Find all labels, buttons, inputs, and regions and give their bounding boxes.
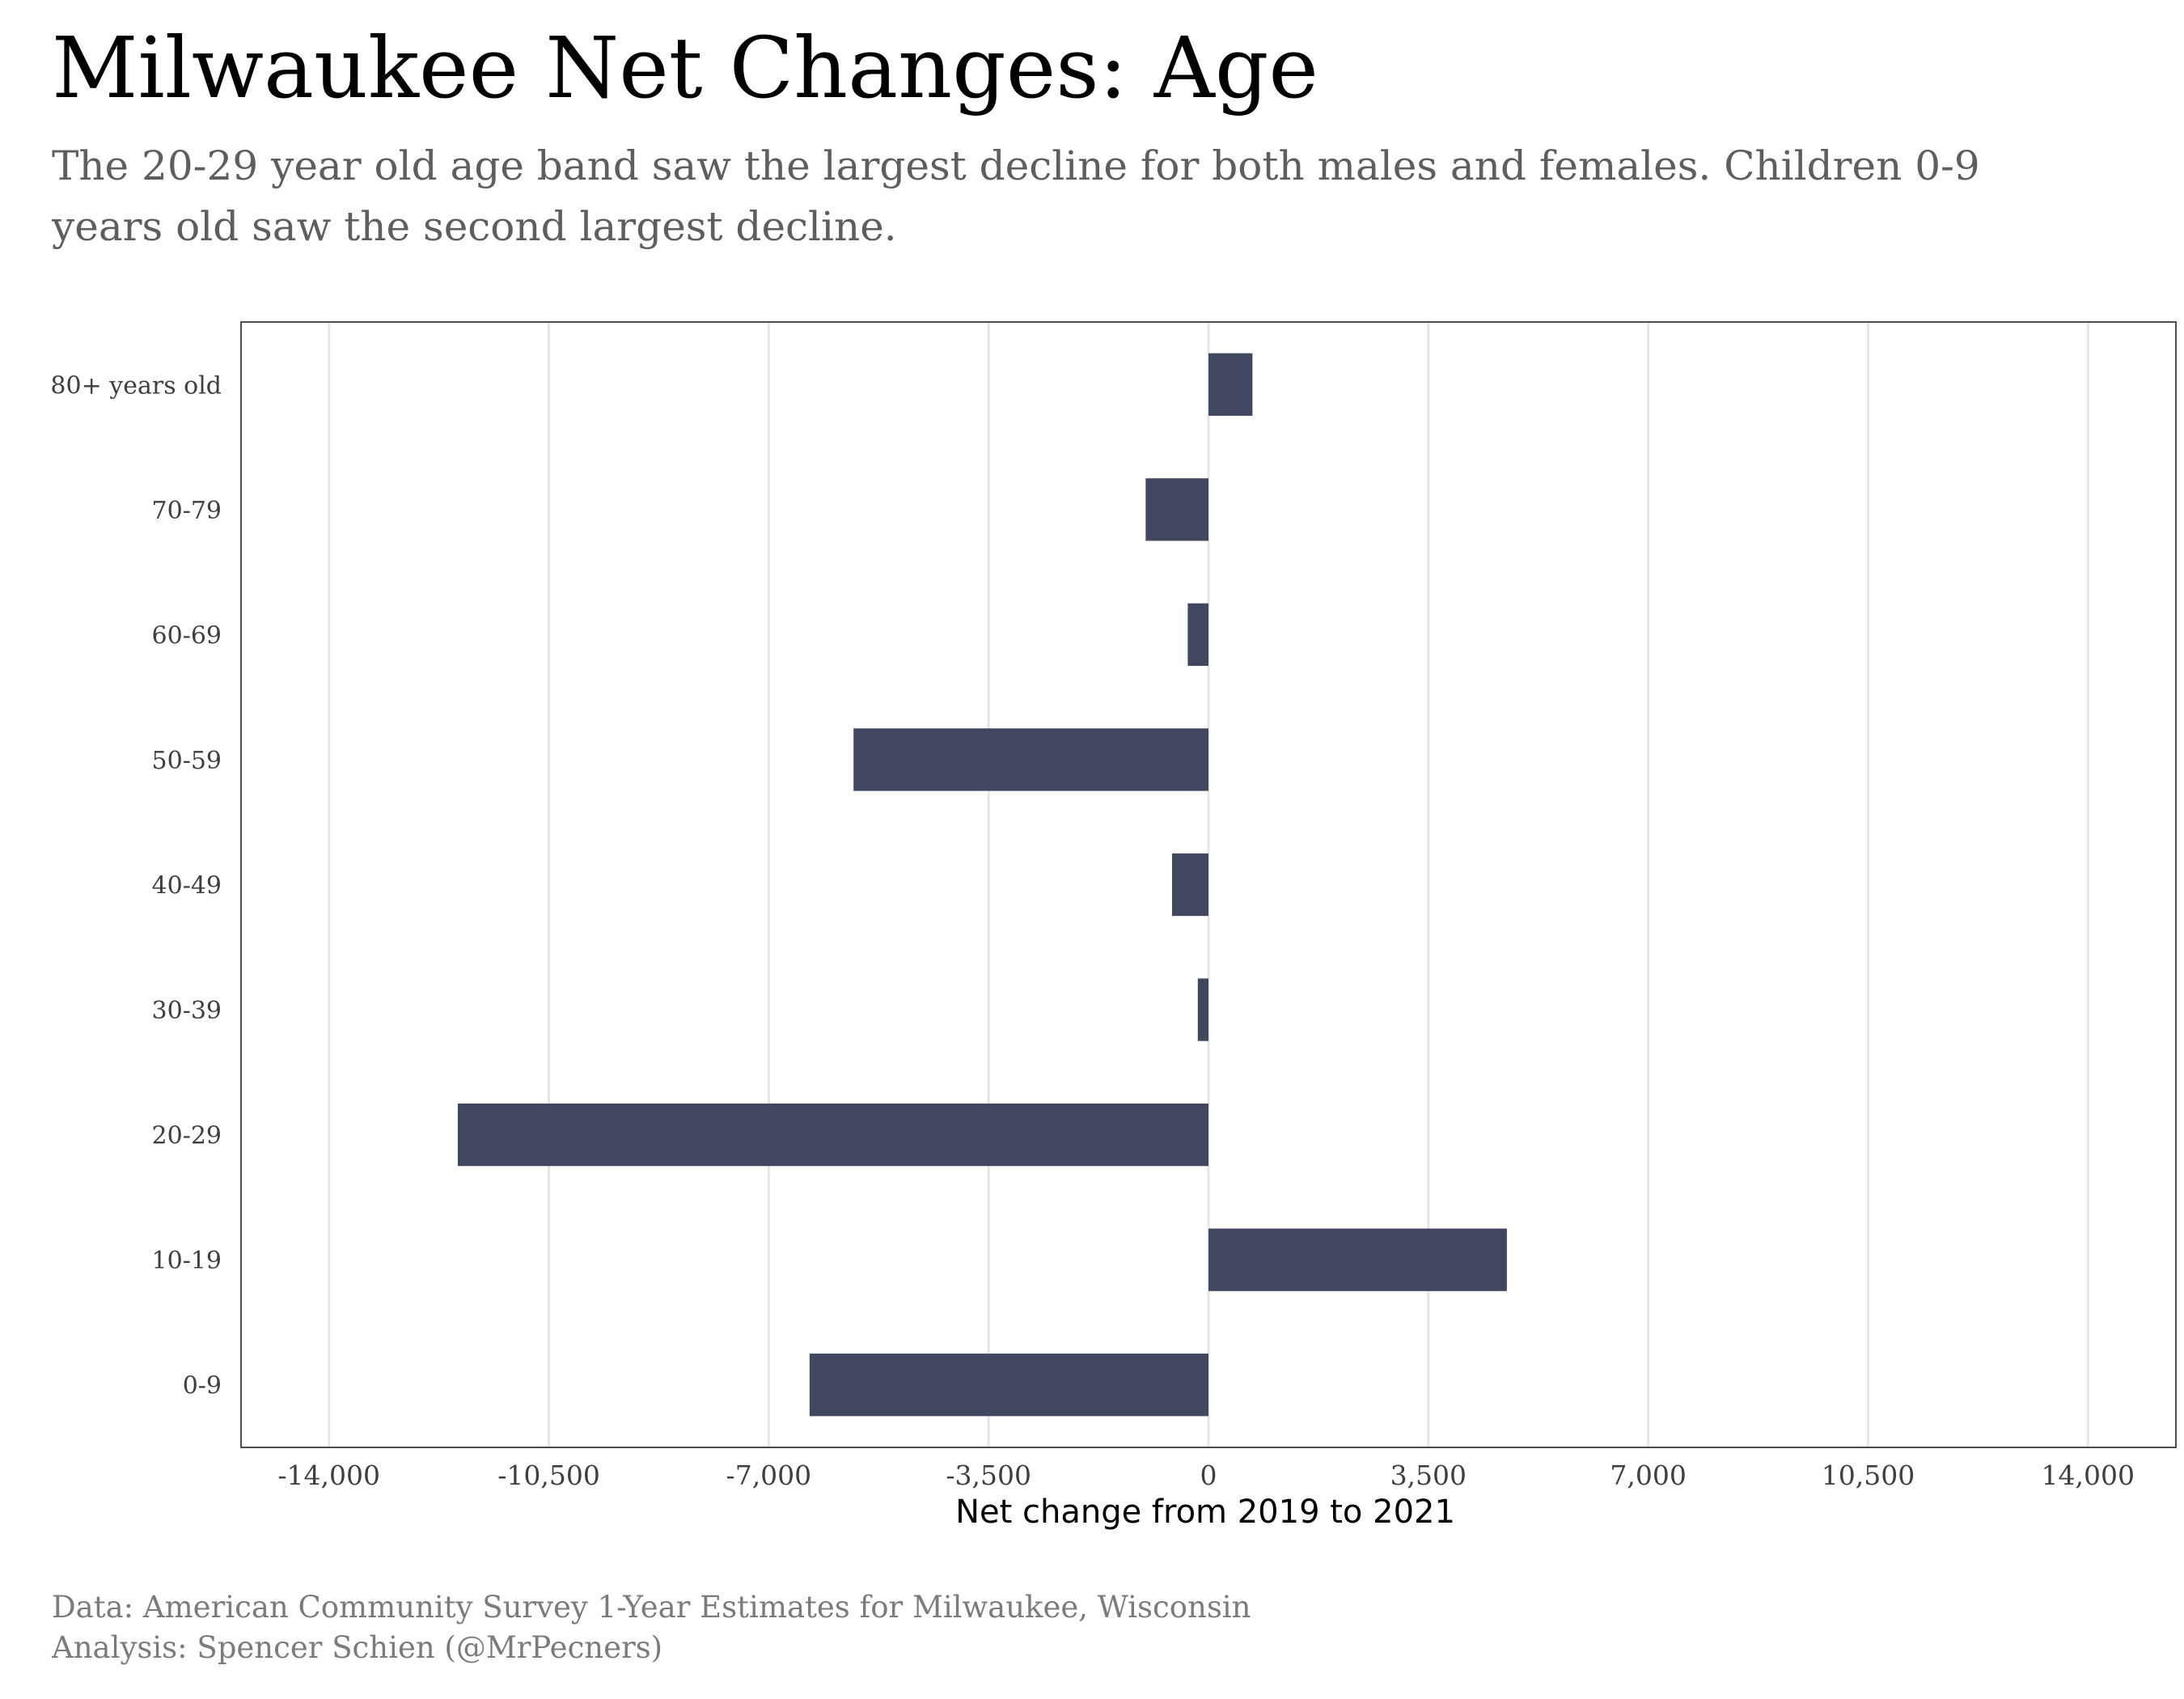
bar	[853, 728, 1208, 791]
bar	[1187, 603, 1208, 667]
bar	[1145, 478, 1208, 541]
y-category-label: 30-39	[152, 997, 222, 1025]
panel-border	[240, 321, 2177, 1448]
chart-title: Milwaukee Net Changes: Age	[52, 19, 1318, 117]
caption-analysis-credit: Analysis: Spencer Schien (@MrPecners)	[52, 1630, 663, 1665]
bar	[809, 1354, 1208, 1417]
bar	[1208, 1228, 1507, 1291]
x-tick-label: 7,000	[1610, 1460, 1686, 1491]
x-tick-label: 0	[1200, 1460, 1217, 1491]
y-category-label: 0-9	[183, 1372, 222, 1400]
y-category-label: 50-59	[152, 747, 222, 775]
x-tick-label: 10,500	[1822, 1460, 1915, 1491]
caption-data-source: Data: American Community Survey 1-Year E…	[52, 1590, 1251, 1625]
bar	[1171, 853, 1208, 917]
y-category-label: 70-79	[152, 497, 222, 525]
bar	[1208, 353, 1253, 416]
bars	[457, 353, 1507, 1417]
y-category-label: 80+ years old	[50, 371, 222, 400]
x-tick-label: -7,000	[726, 1460, 812, 1491]
x-tick-label: -3,500	[946, 1460, 1031, 1491]
x-axis-title: Net change from 2019 to 2021	[955, 1494, 1455, 1531]
x-tick-label: 14,000	[2042, 1460, 2135, 1491]
y-axis-labels: 80+ years old 70-79 60-69 50-59 40-49 30-39 20…	[50, 371, 222, 1400]
x-tick-label: 3,500	[1390, 1460, 1467, 1491]
x-tick-label: -14,000	[277, 1460, 380, 1491]
chart-subtitle: The 20-29 year old age band saw the larg…	[52, 142, 1980, 250]
bar	[457, 1103, 1208, 1167]
y-category-label: 40-49	[152, 872, 222, 900]
y-category-label: 10-19	[152, 1247, 222, 1275]
x-tick-label: -10,500	[497, 1460, 600, 1491]
y-category-label: 20-29	[152, 1122, 222, 1150]
x-axis-labels: -14,000 -10,500 -7,000 -3,500 0 3,500 7,000 10,…	[277, 1460, 2135, 1491]
caption: Data: American Community Survey 1-Year E…	[52, 1587, 1251, 1668]
y-category-label: 60-69	[152, 621, 222, 650]
bar	[1197, 978, 1208, 1041]
